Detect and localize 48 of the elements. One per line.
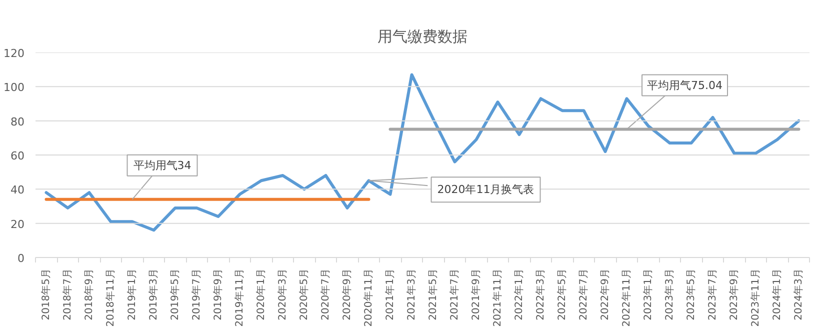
annotation: 平均用气75.04 [647,78,723,92]
x-tick-label: 2023年1月 [642,268,654,320]
annotation: 平均用气34 [133,158,192,172]
chart-title: 用气缴费数据 [378,28,468,46]
y-tick-label: 80 [10,115,25,128]
y-tick-label: 120 [4,47,25,60]
x-tick-label: 2019年7月 [190,268,202,320]
x-tick-label: 2018年9月 [82,268,95,320]
x-tick-label: 2019年1月 [126,268,138,320]
y-tick-label: 100 [4,81,25,94]
annotation: 2020年11月换气表 [437,183,534,196]
x-tick-label: 2022年7月 [577,268,590,320]
x-tick-label: 2019年5月 [168,268,181,320]
y-tick-label: 20 [10,218,25,231]
x-tick-label: 2019年11月 [233,268,246,327]
x-tick-label: 2020年5月 [298,268,310,320]
y-tick-label: 0 [18,252,24,265]
x-tick-label: 2021年5月 [426,268,439,320]
x-tick-label: 2023年3月 [663,268,676,320]
x-tick-label: 2022年3月 [534,268,546,320]
x-tick-label: 2021年11月 [491,268,504,327]
x-tick-label: 2024年1月 [770,268,783,320]
x-tick-label: 2022年5月 [556,268,568,320]
x-tick-label: 2024年3月 [792,268,804,320]
x-tick-label: 2022年1月 [512,268,525,320]
x-tick-label: 2020年9月 [340,268,353,320]
x-tick-label: 2018年7月 [61,268,74,320]
x-tick-label: 2021年3月 [405,268,418,320]
line-series [44,73,800,232]
x-tick-label: 2019年3月 [147,268,160,320]
x-tick-label: 2023年9月 [728,268,740,320]
x-tick-label: 2023年11月 [749,268,762,327]
x-tick-label: 2020年11月 [362,268,374,327]
x-tick-label: 2020年1月 [254,268,267,320]
x-tick-label: 2018年11月 [104,268,116,327]
x-tick-label: 2021年7月 [448,268,460,320]
x-tick-label: 2022年9月 [598,268,611,320]
x-tick-label: 2020年3月 [276,268,288,320]
x-tick-label: 2021年9月 [470,268,482,320]
x-tick-label: 2023年5月 [684,268,697,320]
y-tick-label: 40 [10,184,25,197]
x-tick-label: 2020年7月 [319,268,332,320]
x-tick-label: 2022年11月 [620,268,632,327]
x-tick-label: 2018年5月 [40,268,52,320]
x-tick-label: 2023年7月 [706,268,718,320]
y-tick-label: 60 [10,150,25,162]
x-tick-label: 2019年9月 [212,268,224,320]
x-tick-label: 2021年1月 [384,268,396,320]
